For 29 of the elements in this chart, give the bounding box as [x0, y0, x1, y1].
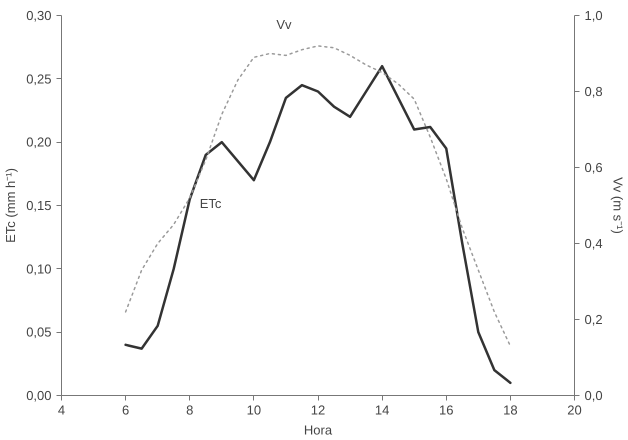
y2-tick-label: 0,4: [584, 236, 603, 251]
y2-tick-label: 0,6: [584, 160, 603, 175]
y-tick-label: 0,00: [26, 388, 52, 403]
x-tick-label: 6: [122, 402, 130, 418]
y-axis-title: ETc (mm h⁻¹): [3, 168, 18, 243]
x-tick-label: 14: [374, 402, 390, 418]
y-tick-label: 0,05: [26, 324, 52, 340]
x-tick-label: 4: [58, 402, 66, 418]
y2-axis-title: Vv (m s⁻¹): [610, 177, 626, 234]
y2-tick-label: 0,2: [584, 312, 603, 327]
x-tick-label: 18: [503, 402, 518, 418]
y2-tick-label: 1,0: [584, 8, 603, 23]
y-tick-label: 0,15: [26, 198, 52, 213]
y-tick-label: 0,25: [26, 71, 52, 86]
y2-tick-label: 0,8: [584, 84, 603, 99]
x-tick-label: 20: [567, 402, 582, 418]
y-tick-label: 0,30: [26, 8, 52, 23]
y-tick-label: 0,20: [26, 134, 52, 150]
line-series: [124, 45, 512, 347]
y-tick-label: 0,10: [26, 261, 52, 276]
y2-tick-label: 0,0: [584, 388, 603, 403]
x-axis-title: Hora: [304, 422, 333, 438]
line-series: [124, 64, 512, 384]
x-tick-label: 10: [246, 402, 262, 418]
series-label: ETc: [200, 196, 222, 212]
x-tick-label: 12: [310, 402, 326, 418]
x-tick-label: 8: [186, 402, 194, 418]
x-tick-label: 16: [439, 402, 454, 418]
series-label: Vv: [276, 16, 292, 32]
